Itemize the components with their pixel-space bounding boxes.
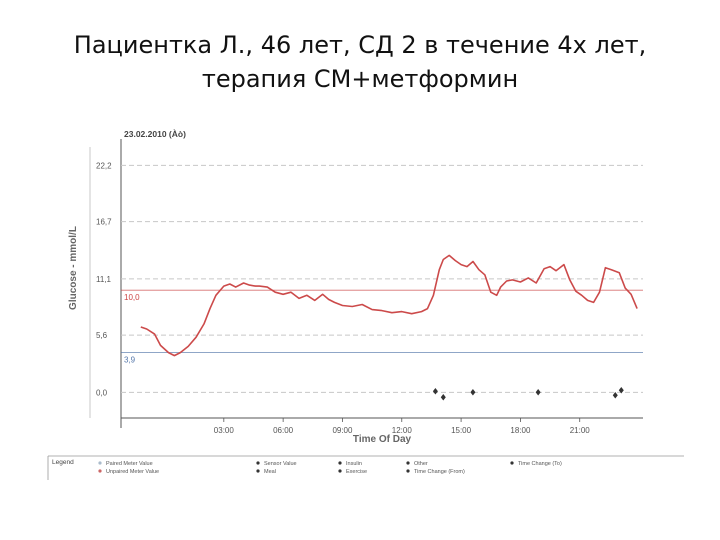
legend-entry-label: Unpaired Meter Value: [106, 469, 159, 475]
y-tick-label: 5,6: [96, 331, 108, 340]
y-tick-label: 22,2: [96, 161, 112, 170]
chart-title: 23.02.2010 (Àò): [124, 129, 186, 139]
legend-marker: [256, 461, 260, 465]
x-tick-label: 09:00: [332, 426, 353, 435]
legend-entry-label: Insulin: [346, 461, 362, 467]
target-label: 10,0: [124, 293, 140, 302]
y-axis-title: Glucose - mmol/L: [68, 226, 79, 310]
legend-heading: Legend: [52, 459, 74, 466]
y-tick-label: 0,0: [96, 388, 108, 397]
legend-marker: [256, 469, 260, 473]
legend-marker: [98, 469, 102, 473]
grid-lines: [121, 164, 643, 393]
x-axis-title: Time Of Day: [353, 434, 412, 445]
meal-marker: ♦: [534, 389, 542, 399]
legend-marker: [98, 461, 102, 465]
target-lines: 10,0 3,9: [121, 289, 643, 365]
legend-marker: [510, 461, 514, 465]
chart-frame: [47, 139, 684, 480]
legend-entry-label: Other: [414, 461, 428, 467]
legend-entry-label: Meal: [264, 469, 276, 475]
slide-title-line-1: Пациентка Л., 46 лет, СД 2 в течение 4х …: [73, 31, 647, 59]
legend-entry-label: Exercise: [346, 469, 367, 475]
legend-marker: [338, 461, 342, 465]
meal-marker: ♦: [469, 389, 477, 399]
event-markers: ♦♦♦ ♦ ♦♦: [431, 386, 625, 403]
legend-entry-label: Sensor Value: [264, 461, 297, 467]
y-tick-label: 11,1: [96, 275, 112, 284]
legend: Legend Paired Meter Value Unpaired Meter V…: [52, 459, 562, 475]
y-tick-label: 16,7: [96, 218, 112, 227]
legend-entry-label: Time Change (To): [518, 461, 562, 467]
tick-labels: 0,0 5,6 11,1 16,7 22,2 03:00 06:00 09:00 12:00 15…: [96, 161, 590, 435]
legend-marker: [406, 469, 410, 473]
slide-title: Пациентка Л., 46 лет, СД 2 в течение 4х …: [0, 28, 720, 96]
x-tick-label: 06:00: [273, 426, 294, 435]
legend-entry-label: Paired Meter Value: [106, 461, 153, 467]
meal-marker: ♦: [617, 386, 625, 396]
meal-marker: ♦: [431, 387, 439, 397]
slide-title-line-2: терапия СМ+метформин: [201, 65, 519, 93]
series-layer: [140, 254, 638, 357]
x-tick-label: 03:00: [214, 426, 235, 435]
x-tick-label: 12:00: [392, 426, 413, 435]
x-tick-label: 18:00: [510, 426, 531, 435]
legend-marker: [338, 469, 342, 473]
x-tick-label: 15:00: [451, 426, 472, 435]
meal-marker: ♦: [611, 392, 619, 402]
target-label: 3,9: [124, 356, 136, 365]
meal-marker: ♦: [439, 394, 447, 404]
glucose-series-line: [140, 254, 638, 357]
legend-entry-label: Time Change (From): [414, 469, 465, 475]
x-tick-label: 21:00: [570, 426, 591, 435]
legend-marker: [406, 461, 410, 465]
